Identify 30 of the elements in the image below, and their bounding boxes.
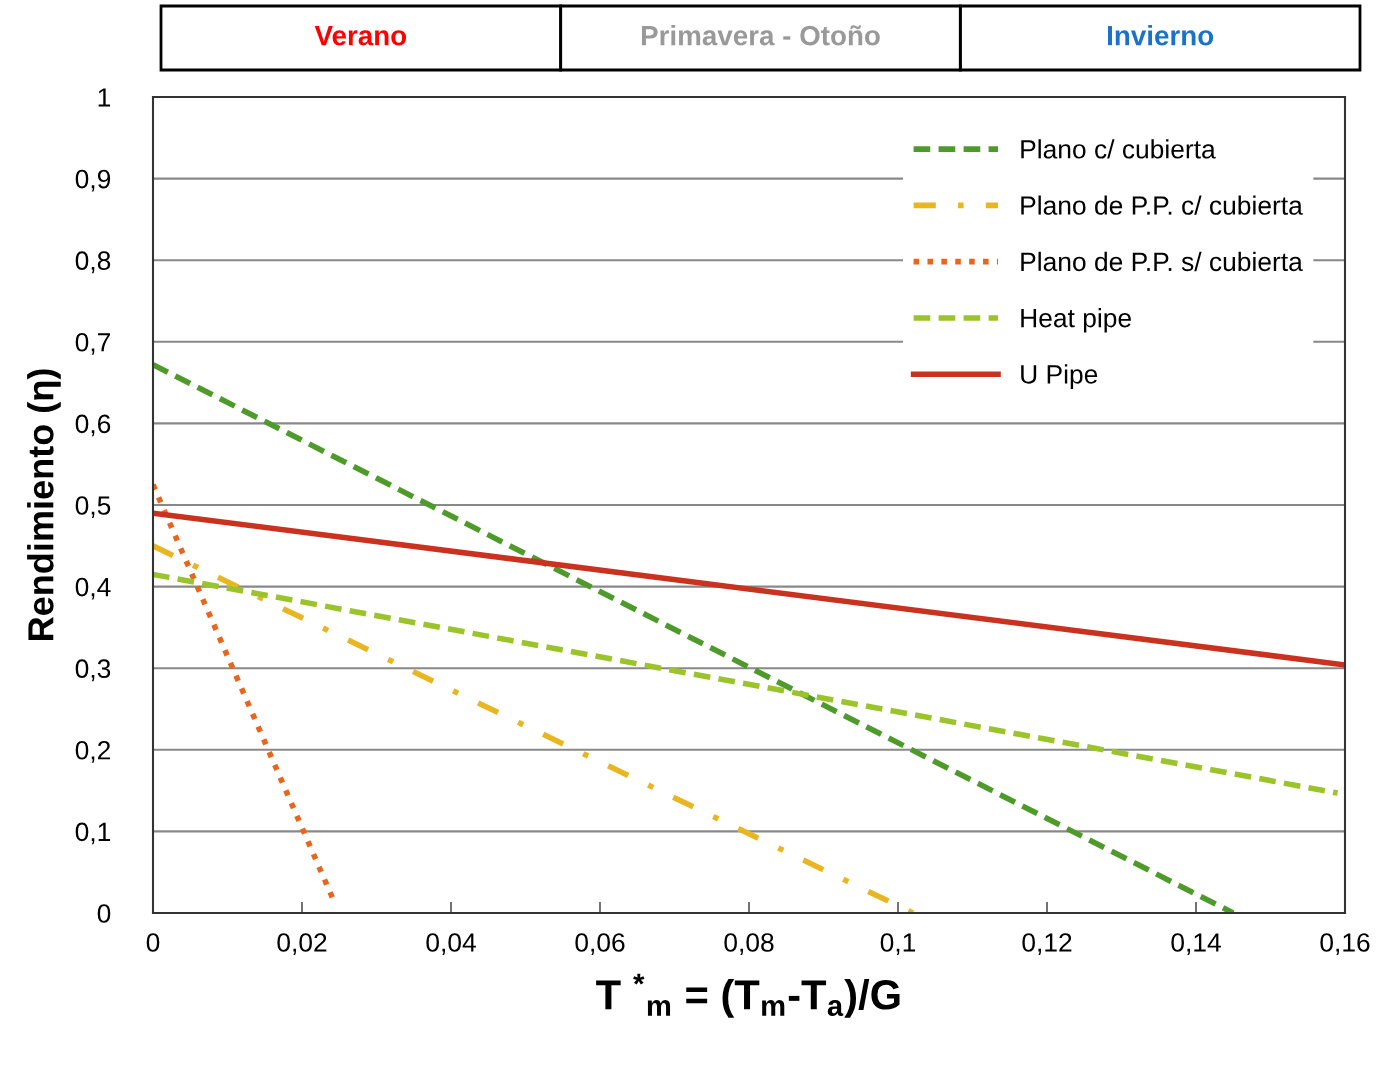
legend-label: U Pipe — [1021, 364, 1098, 389]
x-tick-label: 0,12 — [1022, 933, 1072, 955]
y-tick-label: 1 — [98, 88, 111, 107]
y-tick-label: 0,1 — [75, 822, 111, 845]
x-tick-label: 0,14 — [1171, 933, 1221, 955]
y-tick-label: 0,2 — [75, 740, 111, 763]
legend-label: Plano c/ cubierta — [1021, 139, 1216, 159]
legend-label: Heat pipe — [1021, 308, 1131, 333]
y-tick-label: 0,9 — [75, 169, 111, 192]
x-tick-label: 0,02 — [277, 933, 327, 955]
x-tick-label: 0,1 — [880, 933, 916, 955]
text: Primavera - Otoño — [641, 25, 880, 46]
x-tick-label: 0 — [146, 933, 160, 952]
y-tick-label: 0,5 — [75, 496, 111, 518]
y-tick-label: 0 — [97, 904, 111, 923]
x-tick-label: 0,08 — [724, 933, 774, 955]
y-tick-label: 0,4 — [75, 577, 111, 600]
y-tick-label: 0,7 — [75, 332, 111, 355]
legend-label: Plano de P.P. s/ cubierta — [1021, 251, 1303, 272]
y-tick-label: 0,8 — [75, 251, 111, 274]
y-tick-label: 0,3 — [75, 659, 111, 682]
x-tick-label: 0,16 — [1320, 933, 1370, 955]
y-axis-title: Rendimiento (η) — [27, 369, 61, 640]
legend-label: Plano de P.P. c/ cubierta — [1021, 195, 1303, 215]
x-axis-title: T $^{*}$$_{m}$ = (T$_{m}$-T$_{a}$)/G — [596, 973, 900, 1018]
text: Invierno — [1108, 25, 1214, 46]
text: Verano — [314, 26, 407, 46]
y-tick-label: 0,6 — [75, 414, 111, 437]
x-tick-label: 0,04 — [426, 933, 476, 955]
x-tick-label: 0,06 — [575, 933, 625, 955]
